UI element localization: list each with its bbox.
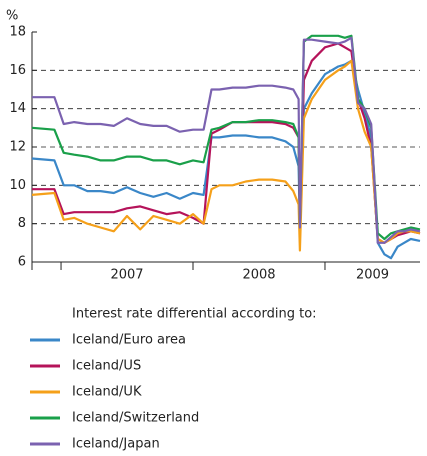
- legend-label: Iceland/Euro area: [72, 333, 186, 348]
- y-tick-label: 18: [9, 25, 26, 40]
- y-tick-label: 12: [9, 140, 26, 155]
- x-tick-label: 2008: [242, 268, 275, 283]
- y-tick-label: 6: [18, 255, 26, 270]
- legend-label: Iceland/Switzerland: [72, 411, 199, 426]
- x-tick-label: 2007: [110, 268, 143, 283]
- y-tick-label: 14: [9, 101, 26, 116]
- legend-label: Iceland/Japan: [72, 437, 160, 452]
- y-tick-label: 8: [18, 216, 26, 231]
- y-tick-label: 10: [9, 178, 26, 193]
- y-tick-label: 16: [9, 63, 26, 78]
- legend-title: Interest rate differential according to:: [72, 307, 317, 322]
- x-tick-label: 2009: [356, 268, 389, 283]
- legend-label: Iceland/UK: [72, 385, 142, 400]
- legend-label: Iceland/US: [72, 359, 141, 374]
- series-line: [32, 42, 421, 244]
- series-line: [31, 59, 421, 260]
- series-line: [32, 36, 421, 244]
- y-axis-label: %: [6, 9, 18, 24]
